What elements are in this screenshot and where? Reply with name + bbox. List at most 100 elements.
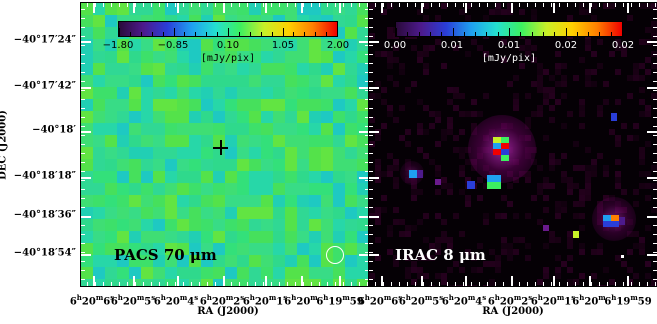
frame-minor-tick — [81, 207, 85, 208]
frame-minor-tick — [81, 243, 85, 244]
colorbar-tick — [588, 32, 590, 36]
noise-pixel — [249, 231, 261, 243]
background-pixel — [537, 87, 543, 93]
noise-pixel — [309, 207, 321, 219]
colorbar-tick — [217, 32, 219, 36]
colorbar-label: 0.01 — [497, 40, 521, 51]
background-pixel — [549, 237, 555, 243]
beam-circle — [326, 246, 344, 264]
noise-pixel — [93, 279, 105, 286]
background-pixel — [507, 201, 513, 207]
background-pixel — [399, 231, 405, 237]
background-pixel — [441, 219, 447, 225]
background-pixel — [543, 195, 549, 201]
noise-pixel — [201, 39, 213, 51]
background-pixel — [513, 99, 519, 105]
noise-pixel — [345, 219, 357, 231]
frame-major-tick — [627, 276, 629, 286]
background-pixel — [609, 51, 615, 57]
noise-pixel — [309, 99, 321, 111]
noise-pixel — [309, 159, 321, 171]
noise-pixel — [297, 87, 309, 99]
background-pixel — [489, 249, 495, 255]
background-pixel — [387, 3, 393, 9]
noise-pixel — [249, 123, 261, 135]
background-pixel — [591, 273, 597, 279]
colorbar-tick — [260, 32, 262, 36]
noise-pixel — [189, 51, 201, 63]
background-pixel — [423, 105, 429, 111]
background-pixel — [453, 285, 459, 286]
frame-minor-tick — [365, 18, 369, 19]
noise-pixel — [177, 219, 189, 231]
background-pixel — [603, 171, 609, 177]
frame-minor-tick — [655, 282, 656, 286]
frame-minor-tick — [653, 225, 657, 226]
noise-pixel — [225, 123, 237, 135]
frame-minor-tick — [369, 27, 373, 28]
noise-pixel — [213, 255, 225, 267]
noise-pixel — [297, 75, 309, 87]
noise-pixel — [81, 231, 93, 243]
noise-pixel — [165, 195, 177, 207]
noise-pixel — [225, 111, 237, 123]
background-pixel — [579, 189, 585, 195]
background-pixel — [393, 261, 399, 267]
noise-pixel — [81, 267, 93, 279]
noise-pixel — [333, 207, 345, 219]
colorbar-label: −0.85 — [157, 40, 189, 51]
frame-major-tick — [369, 131, 379, 133]
frame-minor-tick — [231, 3, 232, 7]
frame-minor-tick — [365, 72, 369, 73]
background-pixel — [651, 165, 657, 171]
ra-tick-label: 6h20m6s — [357, 293, 403, 308]
colorbar-tick — [151, 32, 153, 36]
noise-pixel — [321, 183, 333, 195]
noise-pixel — [201, 219, 213, 231]
frame-minor-tick — [199, 282, 200, 286]
background-pixel — [417, 129, 423, 135]
frame-minor-tick — [653, 45, 657, 46]
background-pixel — [585, 195, 591, 201]
frame-minor-tick — [365, 63, 369, 64]
background-pixel — [423, 45, 429, 51]
background-pixel — [543, 99, 549, 105]
frame-minor-tick — [369, 54, 373, 55]
noise-pixel — [117, 87, 129, 99]
noise-pixel — [225, 39, 237, 51]
noise-pixel — [213, 171, 225, 183]
noise-pixel — [345, 183, 357, 195]
frame-minor-tick — [653, 81, 657, 82]
background-pixel — [603, 99, 609, 105]
background-pixel — [645, 27, 651, 33]
background-pixel — [447, 87, 453, 93]
frame-minor-tick — [369, 207, 373, 208]
colorbar-tick — [554, 32, 556, 36]
background-pixel — [501, 39, 507, 45]
noise-pixel — [297, 195, 309, 207]
noise-pixel — [297, 171, 309, 183]
frame-minor-tick — [81, 9, 85, 10]
noise-pixel — [93, 123, 105, 135]
noise-pixel — [309, 219, 321, 231]
frame-minor-tick — [369, 180, 373, 181]
background-pixel — [483, 51, 489, 57]
noise-pixel — [153, 3, 165, 15]
noise-pixel — [237, 207, 249, 219]
noise-pixel — [357, 75, 369, 87]
background-pixel — [495, 261, 501, 267]
background-pixel — [489, 9, 495, 15]
frame-major-tick — [647, 131, 657, 133]
noise-pixel — [201, 207, 213, 219]
frame-minor-tick — [159, 282, 160, 286]
noise-pixel — [93, 99, 105, 111]
background-pixel — [525, 39, 531, 45]
noise-pixel — [261, 219, 273, 231]
noise-pixel — [141, 147, 153, 159]
frame-minor-tick — [81, 189, 85, 190]
frame-major-tick — [81, 41, 91, 43]
background-pixel — [591, 81, 597, 87]
noise-pixel — [345, 267, 357, 279]
background-pixel — [639, 147, 645, 153]
noise-pixel — [309, 63, 321, 75]
